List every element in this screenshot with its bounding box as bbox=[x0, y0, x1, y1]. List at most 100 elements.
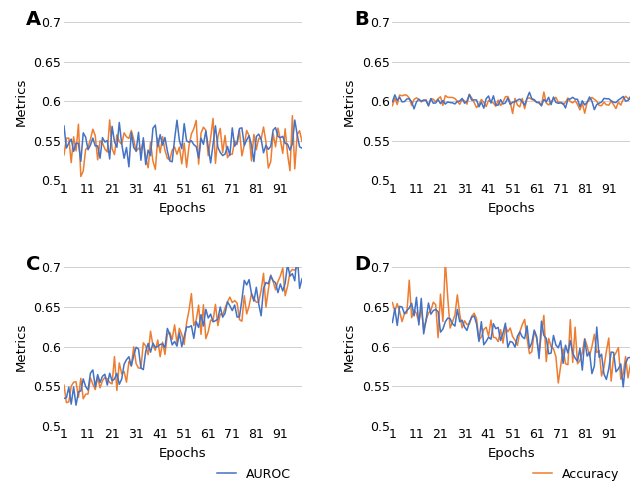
Accuracy bbox=[444, 95, 452, 100]
Accuracy bbox=[533, 335, 541, 341]
Accuracy bbox=[388, 299, 396, 305]
Accuracy bbox=[289, 113, 296, 119]
Line: AUROC: AUROC bbox=[64, 253, 302, 405]
AUROC bbox=[627, 354, 634, 360]
X-axis label: Epochs: Epochs bbox=[488, 447, 535, 460]
Accuracy bbox=[388, 102, 396, 108]
AUROC bbox=[388, 319, 396, 325]
Accuracy bbox=[118, 142, 125, 148]
Accuracy bbox=[298, 261, 306, 267]
Accuracy bbox=[296, 257, 303, 263]
Accuracy bbox=[204, 153, 212, 159]
AUROC bbox=[72, 402, 80, 408]
AUROC bbox=[435, 97, 442, 102]
Line: Accuracy: Accuracy bbox=[392, 261, 630, 383]
Accuracy bbox=[118, 371, 125, 377]
AUROC bbox=[118, 376, 125, 382]
AUROC bbox=[533, 334, 541, 340]
Accuracy bbox=[509, 110, 516, 116]
Legend: Accuracy: Accuracy bbox=[528, 463, 624, 486]
Accuracy bbox=[289, 266, 296, 272]
Accuracy bbox=[554, 380, 562, 386]
Y-axis label: Metrics: Metrics bbox=[343, 322, 356, 371]
AUROC bbox=[298, 145, 306, 151]
Text: D: D bbox=[355, 255, 371, 274]
AUROC bbox=[289, 141, 296, 147]
X-axis label: Epochs: Epochs bbox=[488, 202, 535, 215]
AUROC bbox=[525, 89, 533, 95]
Y-axis label: Metrics: Metrics bbox=[15, 77, 28, 126]
Accuracy bbox=[446, 325, 454, 331]
Line: Accuracy: Accuracy bbox=[64, 116, 302, 177]
Accuracy bbox=[627, 362, 634, 368]
Accuracy bbox=[513, 102, 521, 108]
AUROC bbox=[108, 378, 116, 384]
Accuracy bbox=[627, 97, 634, 102]
Accuracy bbox=[612, 105, 620, 111]
AUROC bbox=[125, 164, 132, 170]
Accuracy bbox=[442, 258, 449, 264]
AUROC bbox=[185, 324, 193, 330]
AUROC bbox=[282, 280, 289, 286]
Accuracy bbox=[435, 335, 442, 341]
Accuracy bbox=[282, 126, 289, 132]
Line: Accuracy: Accuracy bbox=[392, 92, 630, 113]
Accuracy bbox=[63, 399, 70, 405]
AUROC bbox=[185, 139, 193, 145]
AUROC bbox=[612, 99, 620, 105]
Y-axis label: Metrics: Metrics bbox=[15, 322, 28, 371]
AUROC bbox=[436, 329, 444, 335]
Text: A: A bbox=[26, 9, 41, 29]
AUROC bbox=[533, 99, 541, 105]
Accuracy bbox=[620, 371, 627, 377]
Line: AUROC: AUROC bbox=[64, 120, 302, 167]
Accuracy bbox=[108, 381, 116, 387]
AUROC bbox=[513, 333, 521, 339]
Accuracy bbox=[435, 96, 442, 101]
AUROC bbox=[204, 144, 212, 150]
AUROC bbox=[289, 271, 296, 277]
Text: C: C bbox=[26, 255, 40, 274]
Legend: AUROC: AUROC bbox=[212, 463, 296, 486]
AUROC bbox=[115, 119, 123, 125]
AUROC bbox=[620, 94, 627, 99]
Accuracy bbox=[77, 174, 84, 180]
AUROC bbox=[511, 99, 519, 105]
AUROC bbox=[282, 141, 289, 147]
Accuracy bbox=[620, 97, 627, 102]
X-axis label: Epochs: Epochs bbox=[159, 447, 207, 460]
AUROC bbox=[293, 250, 301, 256]
X-axis label: Epochs: Epochs bbox=[159, 202, 207, 215]
Accuracy bbox=[298, 139, 306, 145]
Accuracy bbox=[540, 89, 548, 95]
Accuracy bbox=[185, 143, 193, 149]
Accuracy bbox=[612, 350, 620, 356]
AUROC bbox=[388, 99, 396, 105]
Line: AUROC: AUROC bbox=[392, 297, 630, 387]
Line: AUROC: AUROC bbox=[392, 92, 630, 110]
AUROC bbox=[204, 315, 212, 321]
AUROC bbox=[444, 99, 452, 105]
AUROC bbox=[106, 156, 113, 162]
AUROC bbox=[413, 295, 420, 300]
Accuracy bbox=[533, 99, 541, 105]
AUROC bbox=[291, 117, 299, 123]
AUROC bbox=[627, 94, 634, 99]
AUROC bbox=[60, 396, 68, 401]
Accuracy bbox=[108, 146, 116, 151]
AUROC bbox=[617, 361, 625, 367]
AUROC bbox=[298, 276, 306, 282]
Accuracy bbox=[291, 166, 299, 172]
AUROC bbox=[591, 107, 598, 113]
Accuracy bbox=[282, 293, 289, 298]
AUROC bbox=[620, 384, 627, 390]
Accuracy bbox=[60, 152, 68, 158]
Accuracy bbox=[185, 307, 193, 313]
Accuracy bbox=[513, 343, 521, 348]
Accuracy bbox=[204, 329, 212, 335]
AUROC bbox=[60, 123, 68, 129]
AUROC bbox=[610, 349, 618, 355]
Text: B: B bbox=[355, 9, 369, 29]
Accuracy bbox=[60, 382, 68, 388]
Y-axis label: Metrics: Metrics bbox=[343, 77, 356, 126]
